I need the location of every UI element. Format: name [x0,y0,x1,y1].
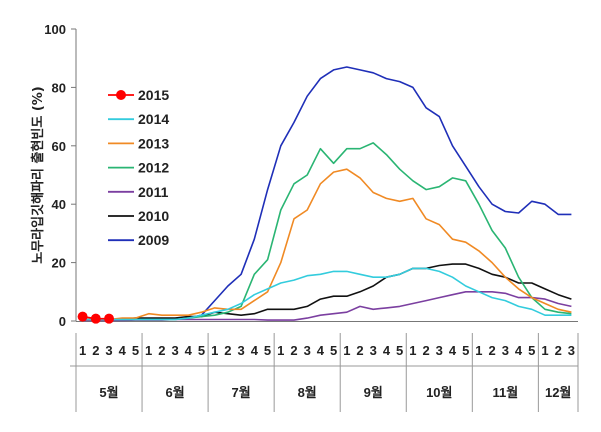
month-label: 6월 [165,385,184,400]
week-label: 4 [515,343,523,358]
month-label: 11월 [492,385,518,400]
week-label: 1 [79,343,86,358]
legend-label-2009: 2009 [138,232,169,248]
month-label: 5월 [99,385,118,400]
week-label: 2 [290,343,297,358]
week-label: 5 [396,343,403,358]
week-label: 1 [211,343,218,358]
week-label: 1 [409,343,416,358]
legend-label-2012: 2012 [138,160,169,176]
month-label: 12월 [545,385,571,400]
week-label: 5 [132,343,139,358]
week-label: 3 [304,343,311,358]
week-label: 1 [145,343,152,358]
week-label: 5 [198,343,205,358]
week-label: 4 [119,343,127,358]
week-label: 4 [449,343,457,358]
legend-marker-2015 [116,90,126,100]
y-tick-label: 0 [59,314,66,329]
y-axis-title: 노무라입깃해파리 출현빈도 (%) [30,86,46,263]
week-label: 3 [238,343,245,358]
series-line-2011 [82,290,572,322]
week-label: 5 [462,343,469,358]
week-label: 5 [528,343,535,358]
series-line-2013 [82,168,572,321]
series-line-2014 [82,267,572,321]
week-label: 5 [330,343,337,358]
week-label: 4 [383,343,391,358]
month-label: 8월 [298,385,317,400]
legend-label-2015: 2015 [138,87,169,103]
month-label: 7월 [232,385,251,400]
week-label: 2 [224,343,231,358]
week-label: 2 [489,343,496,358]
week-label: 4 [317,343,325,358]
y-tick-label: 60 [52,139,66,154]
y-tick-label: 100 [44,22,66,37]
week-label: 1 [541,343,548,358]
month-label: 9월 [364,385,383,400]
series-lines [77,66,572,324]
week-label: 2 [555,343,562,358]
week-label: 3 [370,343,377,358]
week-label: 2 [356,343,363,358]
legend: 2015 2014 2013 2012 2011 2010 2009 [108,87,169,248]
week-label: 3 [568,343,575,358]
y-axis: 0 20 40 60 80 100 [44,22,578,329]
week-label: 1 [277,343,284,358]
week-label: 3 [105,343,112,358]
x-axis-table: 1 2 3 4 5 1 2 3 4 5 1 2 3 4 5 1 2 3 4 5 1 2 3 4 5 1 2 3 4 5 1 2 3 4 5 1 2 35월… [70,333,579,412]
month-label: 10월 [426,385,452,400]
series-point-2015 [104,313,115,324]
week-label: 5 [264,343,271,358]
legend-label-2010: 2010 [138,208,169,224]
legend-label-2014: 2014 [138,111,169,127]
week-label: 3 [436,343,443,358]
series-line-2010 [82,263,572,321]
series-point-2015 [90,313,101,324]
week-label: 2 [158,343,165,358]
week-label: 1 [475,343,482,358]
week-label: 4 [251,343,259,358]
legend-label-2013: 2013 [138,135,169,151]
y-tick-label: 80 [52,80,66,95]
y-tick-label: 20 [52,256,66,271]
week-label: 3 [171,343,178,358]
legend-label-2011: 2011 [138,184,169,200]
y-tick-label: 40 [52,197,66,212]
week-label: 4 [185,343,193,358]
series-point-2015 [77,311,88,322]
week-label: 3 [502,343,509,358]
week-label: 1 [343,343,350,358]
week-label: 2 [422,343,429,358]
week-label: 2 [92,343,99,358]
